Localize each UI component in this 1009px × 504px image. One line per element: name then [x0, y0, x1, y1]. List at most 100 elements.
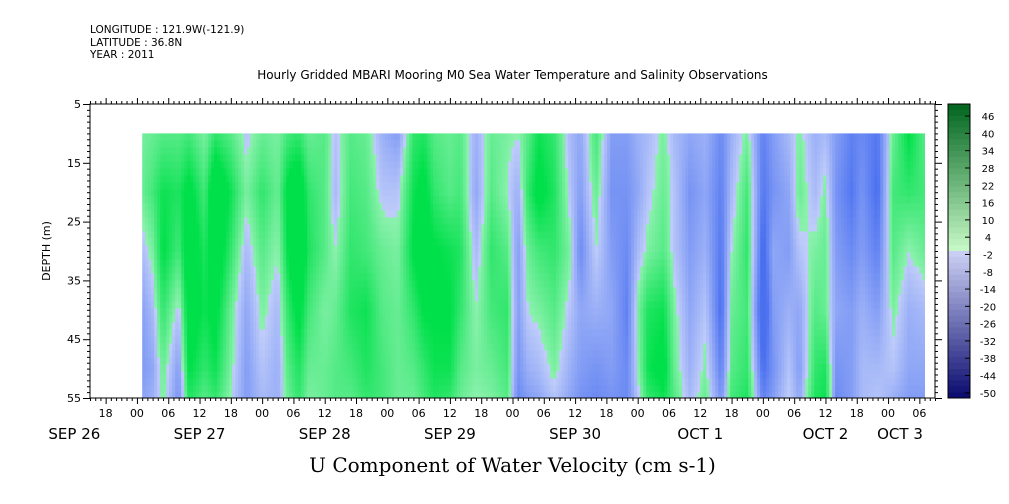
heatmap-cell [328, 378, 332, 386]
heatmap-cell [331, 329, 335, 337]
heatmap-cell [361, 287, 365, 295]
heatmap-cell [439, 392, 443, 399]
heatmap-cell [409, 301, 413, 309]
heatmap-cell [241, 294, 245, 302]
heatmap-cell [529, 196, 533, 204]
heatmap-cell [409, 350, 413, 358]
heatmap-cell [253, 280, 257, 288]
heatmap-cell [181, 308, 185, 316]
heatmap-cell [445, 336, 449, 344]
heatmap-cell [511, 182, 515, 190]
heatmap-cell [205, 357, 209, 365]
heatmap-cell [490, 378, 494, 386]
heatmap-cell [505, 245, 509, 253]
heatmap-cell [490, 357, 494, 365]
heatmap-cell [517, 371, 521, 379]
heatmap-cell [340, 371, 344, 379]
heatmap-cell [256, 301, 260, 309]
heatmap-cell [229, 371, 233, 379]
heatmap-cell [382, 252, 386, 260]
heatmap-cell [433, 329, 437, 337]
heatmap-cell [445, 287, 449, 295]
heatmap-cell [232, 301, 236, 309]
heatmap-cell [403, 161, 407, 169]
heatmap-cell [343, 147, 347, 155]
heatmap-cell [406, 301, 410, 309]
heatmap-cell [385, 182, 389, 190]
heatmap-cell [355, 147, 359, 155]
heatmap-cell [199, 140, 203, 148]
heatmap-cell [487, 133, 491, 141]
heatmap-cell [196, 308, 200, 316]
heatmap-cell [526, 133, 530, 141]
heatmap-cell [478, 224, 482, 232]
heatmap-cell [502, 238, 506, 246]
heatmap-cell [340, 336, 344, 344]
heatmap-cell [166, 238, 170, 246]
heatmap-cell [433, 343, 437, 351]
heatmap-cell [151, 336, 155, 344]
heatmap-cell [145, 287, 149, 295]
heatmap-cell [172, 308, 176, 316]
heatmap-cell [196, 294, 200, 302]
heatmap-cell [286, 140, 290, 148]
heatmap-cell [520, 385, 524, 393]
heatmap-cell [367, 259, 371, 267]
heatmap-cell [490, 217, 494, 225]
heatmap-cell [529, 259, 533, 267]
heatmap-cell [331, 378, 335, 386]
heatmap-cell [391, 252, 395, 260]
heatmap-cell [499, 350, 503, 358]
heatmap-cell [292, 392, 296, 399]
heatmap-cell [181, 322, 185, 330]
heatmap-cell [457, 175, 461, 183]
heatmap-cell [481, 238, 485, 246]
heatmap-cell [376, 182, 380, 190]
heatmap-cell [376, 280, 380, 288]
heatmap-cell [190, 189, 194, 197]
heatmap-cell [157, 287, 161, 295]
heatmap-cell [355, 273, 359, 281]
heatmap-cell [343, 322, 347, 330]
heatmap-cell [145, 392, 149, 399]
heatmap-cell [496, 315, 500, 323]
heatmap-cell [277, 161, 281, 169]
heatmap-cell [160, 385, 164, 393]
heatmap-cell [472, 371, 476, 379]
heatmap-cell [427, 329, 431, 337]
heatmap-cell [439, 259, 443, 267]
heatmap-cell [271, 308, 275, 316]
heatmap-cell [214, 210, 218, 218]
heatmap-cell [235, 238, 239, 246]
heatmap-cell [487, 210, 491, 218]
heatmap-cell [532, 357, 536, 365]
heatmap-cell [256, 154, 260, 162]
heatmap-cell [337, 161, 341, 169]
heatmap-cell [424, 168, 428, 176]
heatmap-cell [424, 196, 428, 204]
heatmap-cell [253, 259, 257, 267]
heatmap-cell [145, 259, 149, 267]
heatmap-cell [481, 210, 485, 218]
heatmap-cell [241, 133, 245, 141]
heatmap-cell [475, 371, 479, 379]
heatmap-cell [331, 259, 335, 267]
heatmap-cell [403, 203, 407, 211]
heatmap-cell [400, 175, 404, 183]
heatmap-cell [226, 308, 230, 316]
heatmap-cell [502, 189, 506, 197]
heatmap-cell [268, 133, 272, 141]
heatmap-cell [376, 322, 380, 330]
heatmap-cell [157, 294, 161, 302]
heatmap-cell [202, 322, 206, 330]
heatmap-cell [532, 378, 536, 386]
heatmap-cell [295, 196, 299, 204]
heatmap-cell [394, 280, 398, 288]
heatmap-cell [373, 385, 377, 393]
heatmap-cell [481, 378, 485, 386]
heatmap-cell [343, 280, 347, 288]
heatmap-cell [151, 350, 155, 358]
heatmap-cell [391, 343, 395, 351]
heatmap-cell [316, 189, 320, 197]
heatmap-cell [529, 168, 533, 176]
